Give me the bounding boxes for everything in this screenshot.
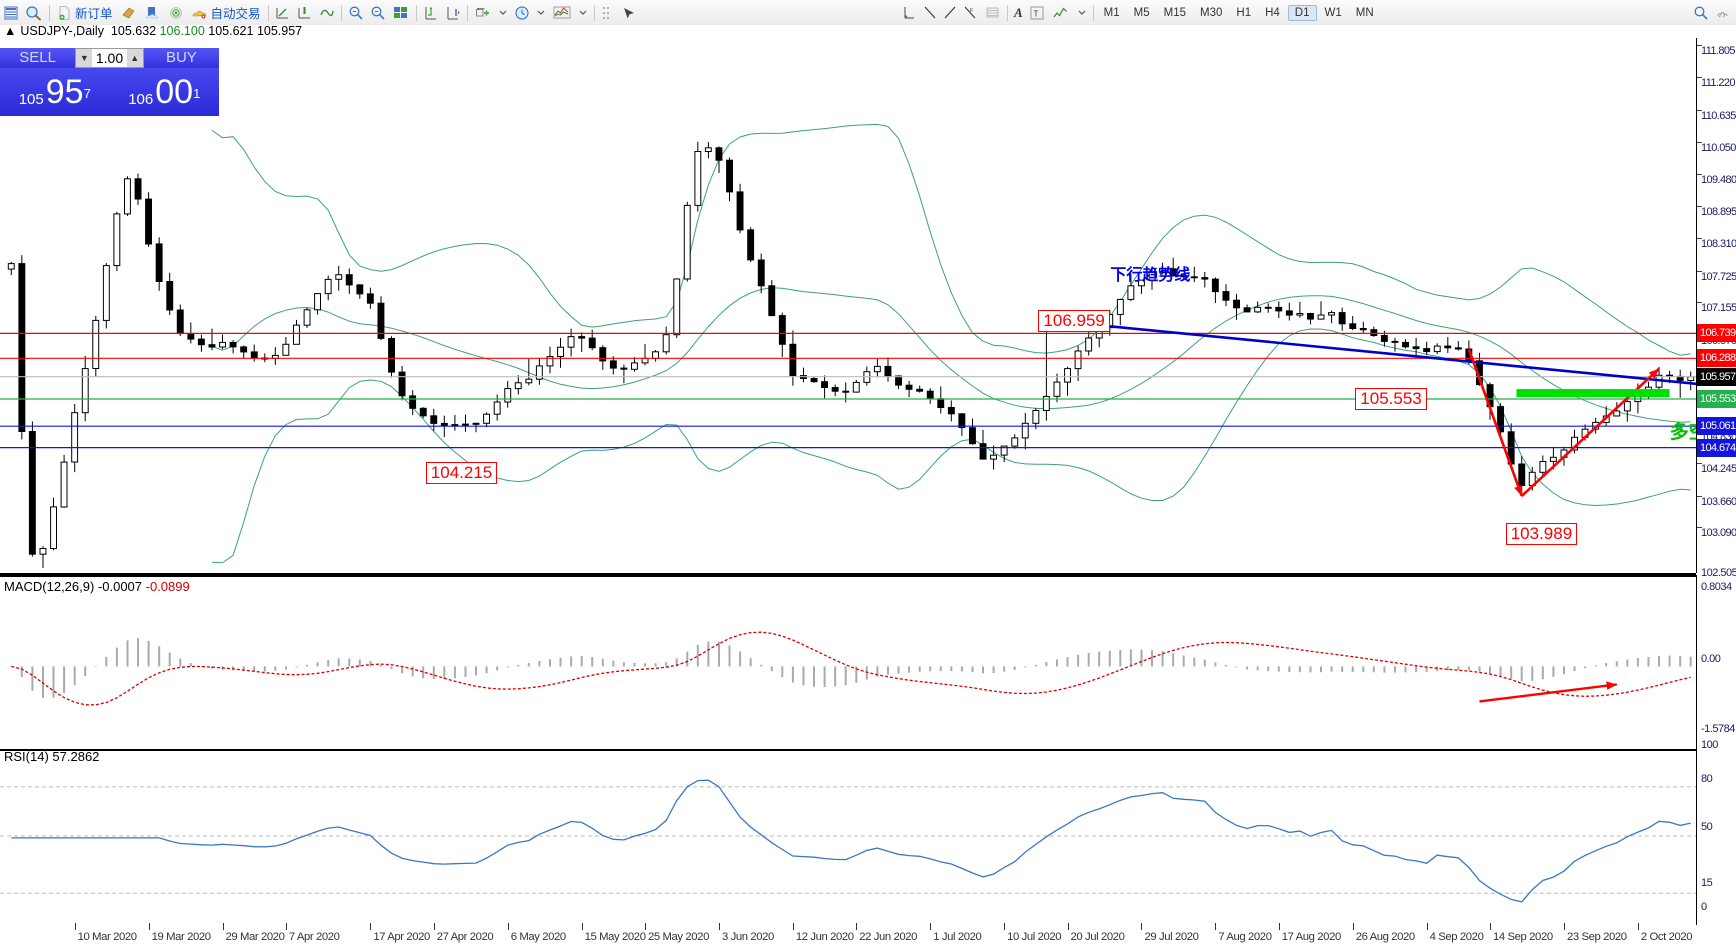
svg-text:T: T — [1033, 9, 1038, 18]
svg-text:F: F — [970, 8, 973, 14]
